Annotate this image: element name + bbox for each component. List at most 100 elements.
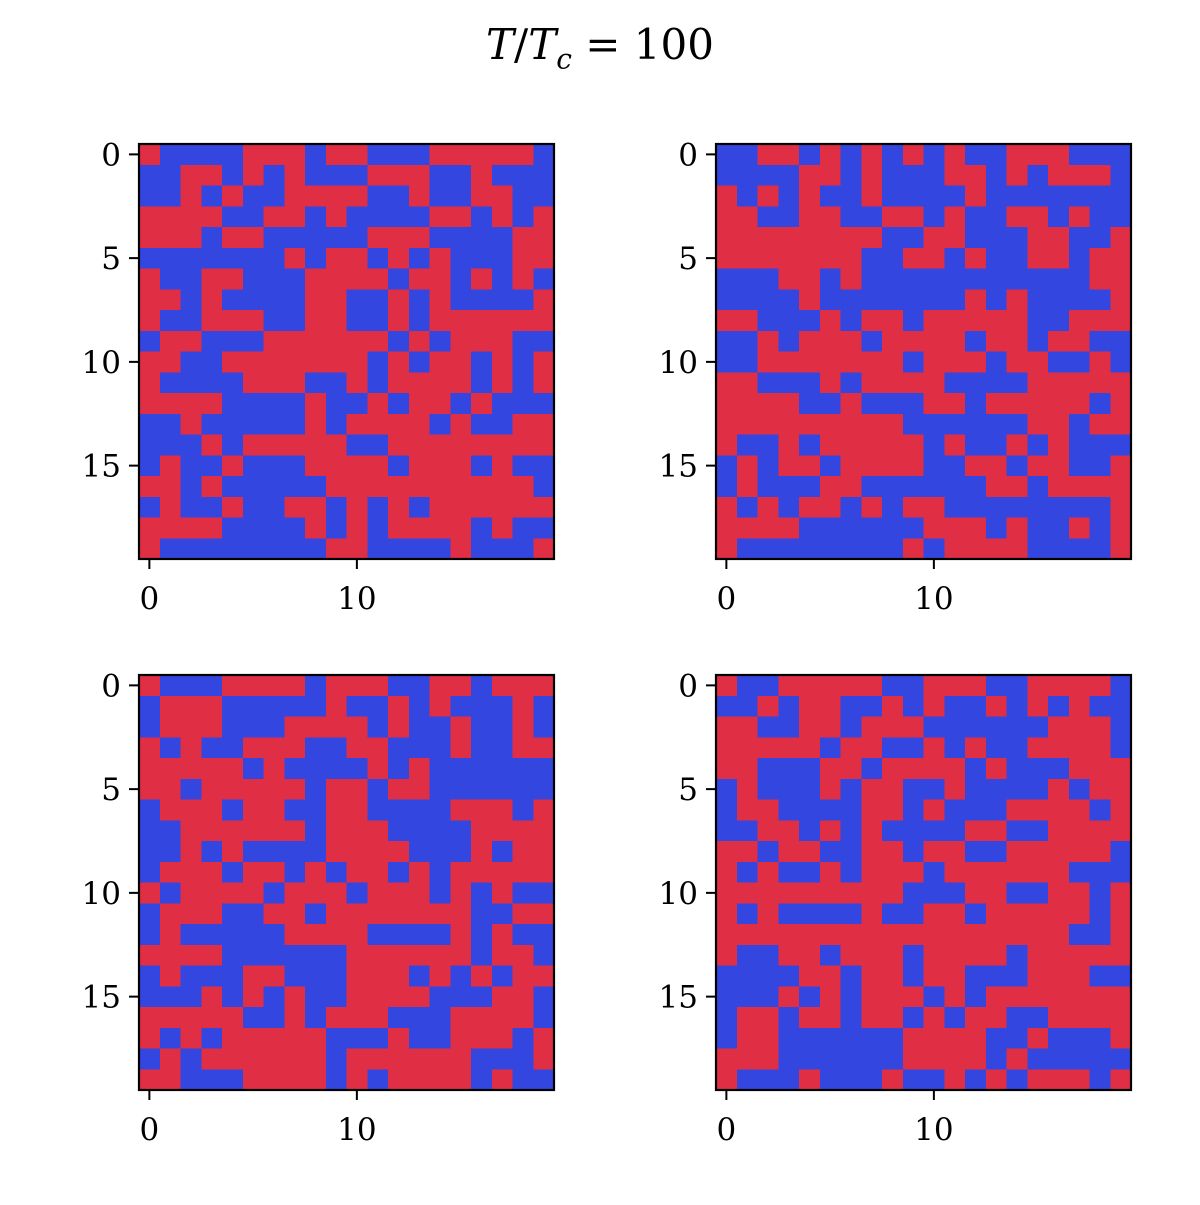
heatmap-cell xyxy=(450,496,472,519)
heatmap-cell xyxy=(1006,268,1028,290)
heatmap-cell xyxy=(902,330,925,353)
heatmap-cell xyxy=(139,164,161,187)
heatmap-cell xyxy=(944,434,966,456)
heatmap-cell xyxy=(902,861,925,884)
heatmap-cell xyxy=(1068,1069,1091,1091)
heatmap-cell xyxy=(861,393,883,415)
heatmap-cell xyxy=(1068,164,1091,187)
heatmap-cell xyxy=(284,882,306,904)
heatmap-cell xyxy=(346,330,368,353)
heatmap-cell xyxy=(902,476,925,498)
heatmap-cell xyxy=(757,372,779,394)
heatmap-cell xyxy=(512,1069,534,1091)
heatmap-cell xyxy=(1027,455,1049,477)
heatmap-cell xyxy=(346,841,368,863)
heatmap-cell xyxy=(388,820,410,842)
heatmap-cell xyxy=(1048,496,1070,519)
heatmap-cell xyxy=(242,372,265,394)
heatmap-cell xyxy=(408,517,431,539)
heatmap-cell xyxy=(985,206,1008,228)
heatmap-cell xyxy=(408,393,431,415)
heatmap-cell xyxy=(388,716,410,738)
heatmap-cell xyxy=(1089,778,1111,801)
heatmap-cell xyxy=(1110,310,1132,332)
heatmap-cell xyxy=(139,965,161,987)
heatmap-cell xyxy=(346,434,368,456)
x-tick-label: 10 xyxy=(337,581,376,617)
heatmap-cell xyxy=(736,716,759,738)
heatmap-cell xyxy=(346,758,368,780)
axes-frame xyxy=(137,142,556,561)
heatmap-cell xyxy=(471,778,493,801)
heatmap-cell xyxy=(1068,737,1091,759)
heatmap-cell xyxy=(861,372,883,394)
heatmap-cell xyxy=(1027,517,1049,539)
heatmap-cell xyxy=(882,799,904,821)
heatmap-cell xyxy=(139,393,161,415)
heatmap-cell xyxy=(861,778,883,801)
heatmap-cell xyxy=(840,496,862,519)
heatmap-cell xyxy=(757,1007,779,1029)
heatmap-cell xyxy=(533,330,555,353)
heatmap-cell xyxy=(201,675,223,697)
heatmap-cell xyxy=(757,903,779,925)
heatmap-cell xyxy=(242,227,265,249)
heatmap-cell xyxy=(1068,1048,1091,1070)
heatmap-cell xyxy=(367,820,389,842)
heatmap-cell xyxy=(1110,1027,1132,1050)
heatmap-cell xyxy=(263,903,285,925)
heatmap-cell xyxy=(1006,144,1028,166)
heatmap-cell xyxy=(388,944,410,967)
heatmap-cell xyxy=(1027,695,1049,718)
heatmap-cell xyxy=(716,476,738,498)
heatmap-cell xyxy=(284,778,306,801)
heatmap-cell xyxy=(222,538,244,560)
heatmap-cell xyxy=(736,372,759,394)
heatmap-cell xyxy=(180,517,202,539)
axes-frame xyxy=(714,673,1133,1092)
heatmap-cell xyxy=(388,675,410,697)
heatmap-cell xyxy=(305,903,327,925)
heatmap-cell xyxy=(736,1007,759,1029)
heatmap-cell xyxy=(533,986,555,1008)
heatmap-cell xyxy=(1068,1007,1091,1029)
heatmap-cell xyxy=(778,924,800,946)
heatmap-cell xyxy=(408,455,431,477)
heatmap-cell xyxy=(201,716,223,738)
heatmap-cell xyxy=(471,1027,493,1050)
heatmap-cell xyxy=(1089,716,1111,738)
heatmap-cell xyxy=(736,737,759,759)
heatmap-cell xyxy=(902,247,925,270)
heatmap-cell xyxy=(242,268,265,290)
heatmap-cell xyxy=(159,206,182,228)
heatmap-cell xyxy=(491,695,514,718)
heatmap-cell xyxy=(840,841,862,863)
heatmap-cell xyxy=(139,330,161,353)
heatmap-cell xyxy=(1027,903,1049,925)
heatmap-cell xyxy=(242,861,265,884)
heatmap-cell xyxy=(1068,413,1091,436)
heatmap-cell xyxy=(139,413,161,436)
heatmap-cell xyxy=(325,1027,348,1050)
heatmap-cell xyxy=(284,434,306,456)
heatmap-cell xyxy=(242,538,265,560)
heatmap-cell xyxy=(159,538,182,560)
heatmap-cell xyxy=(533,144,555,166)
heatmap-cell xyxy=(408,820,431,842)
heatmap-cell xyxy=(944,675,966,697)
heatmap-cell xyxy=(284,185,306,207)
heatmap-cell xyxy=(902,841,925,863)
heatmap-cell xyxy=(1006,841,1028,863)
heatmap-cell xyxy=(263,476,285,498)
heatmap-cell xyxy=(1006,538,1028,560)
heatmap-cell xyxy=(533,496,555,519)
heatmap-cell xyxy=(1027,538,1049,560)
heatmap-cell xyxy=(367,310,389,332)
heatmap-cell xyxy=(1006,716,1028,738)
heatmap-cell xyxy=(1006,517,1028,539)
heatmap-cell xyxy=(1110,538,1132,560)
heatmap-cell xyxy=(180,434,202,456)
heatmap-cell xyxy=(1027,778,1049,801)
heatmap-cell xyxy=(757,268,779,290)
heatmap-cell xyxy=(263,206,285,228)
